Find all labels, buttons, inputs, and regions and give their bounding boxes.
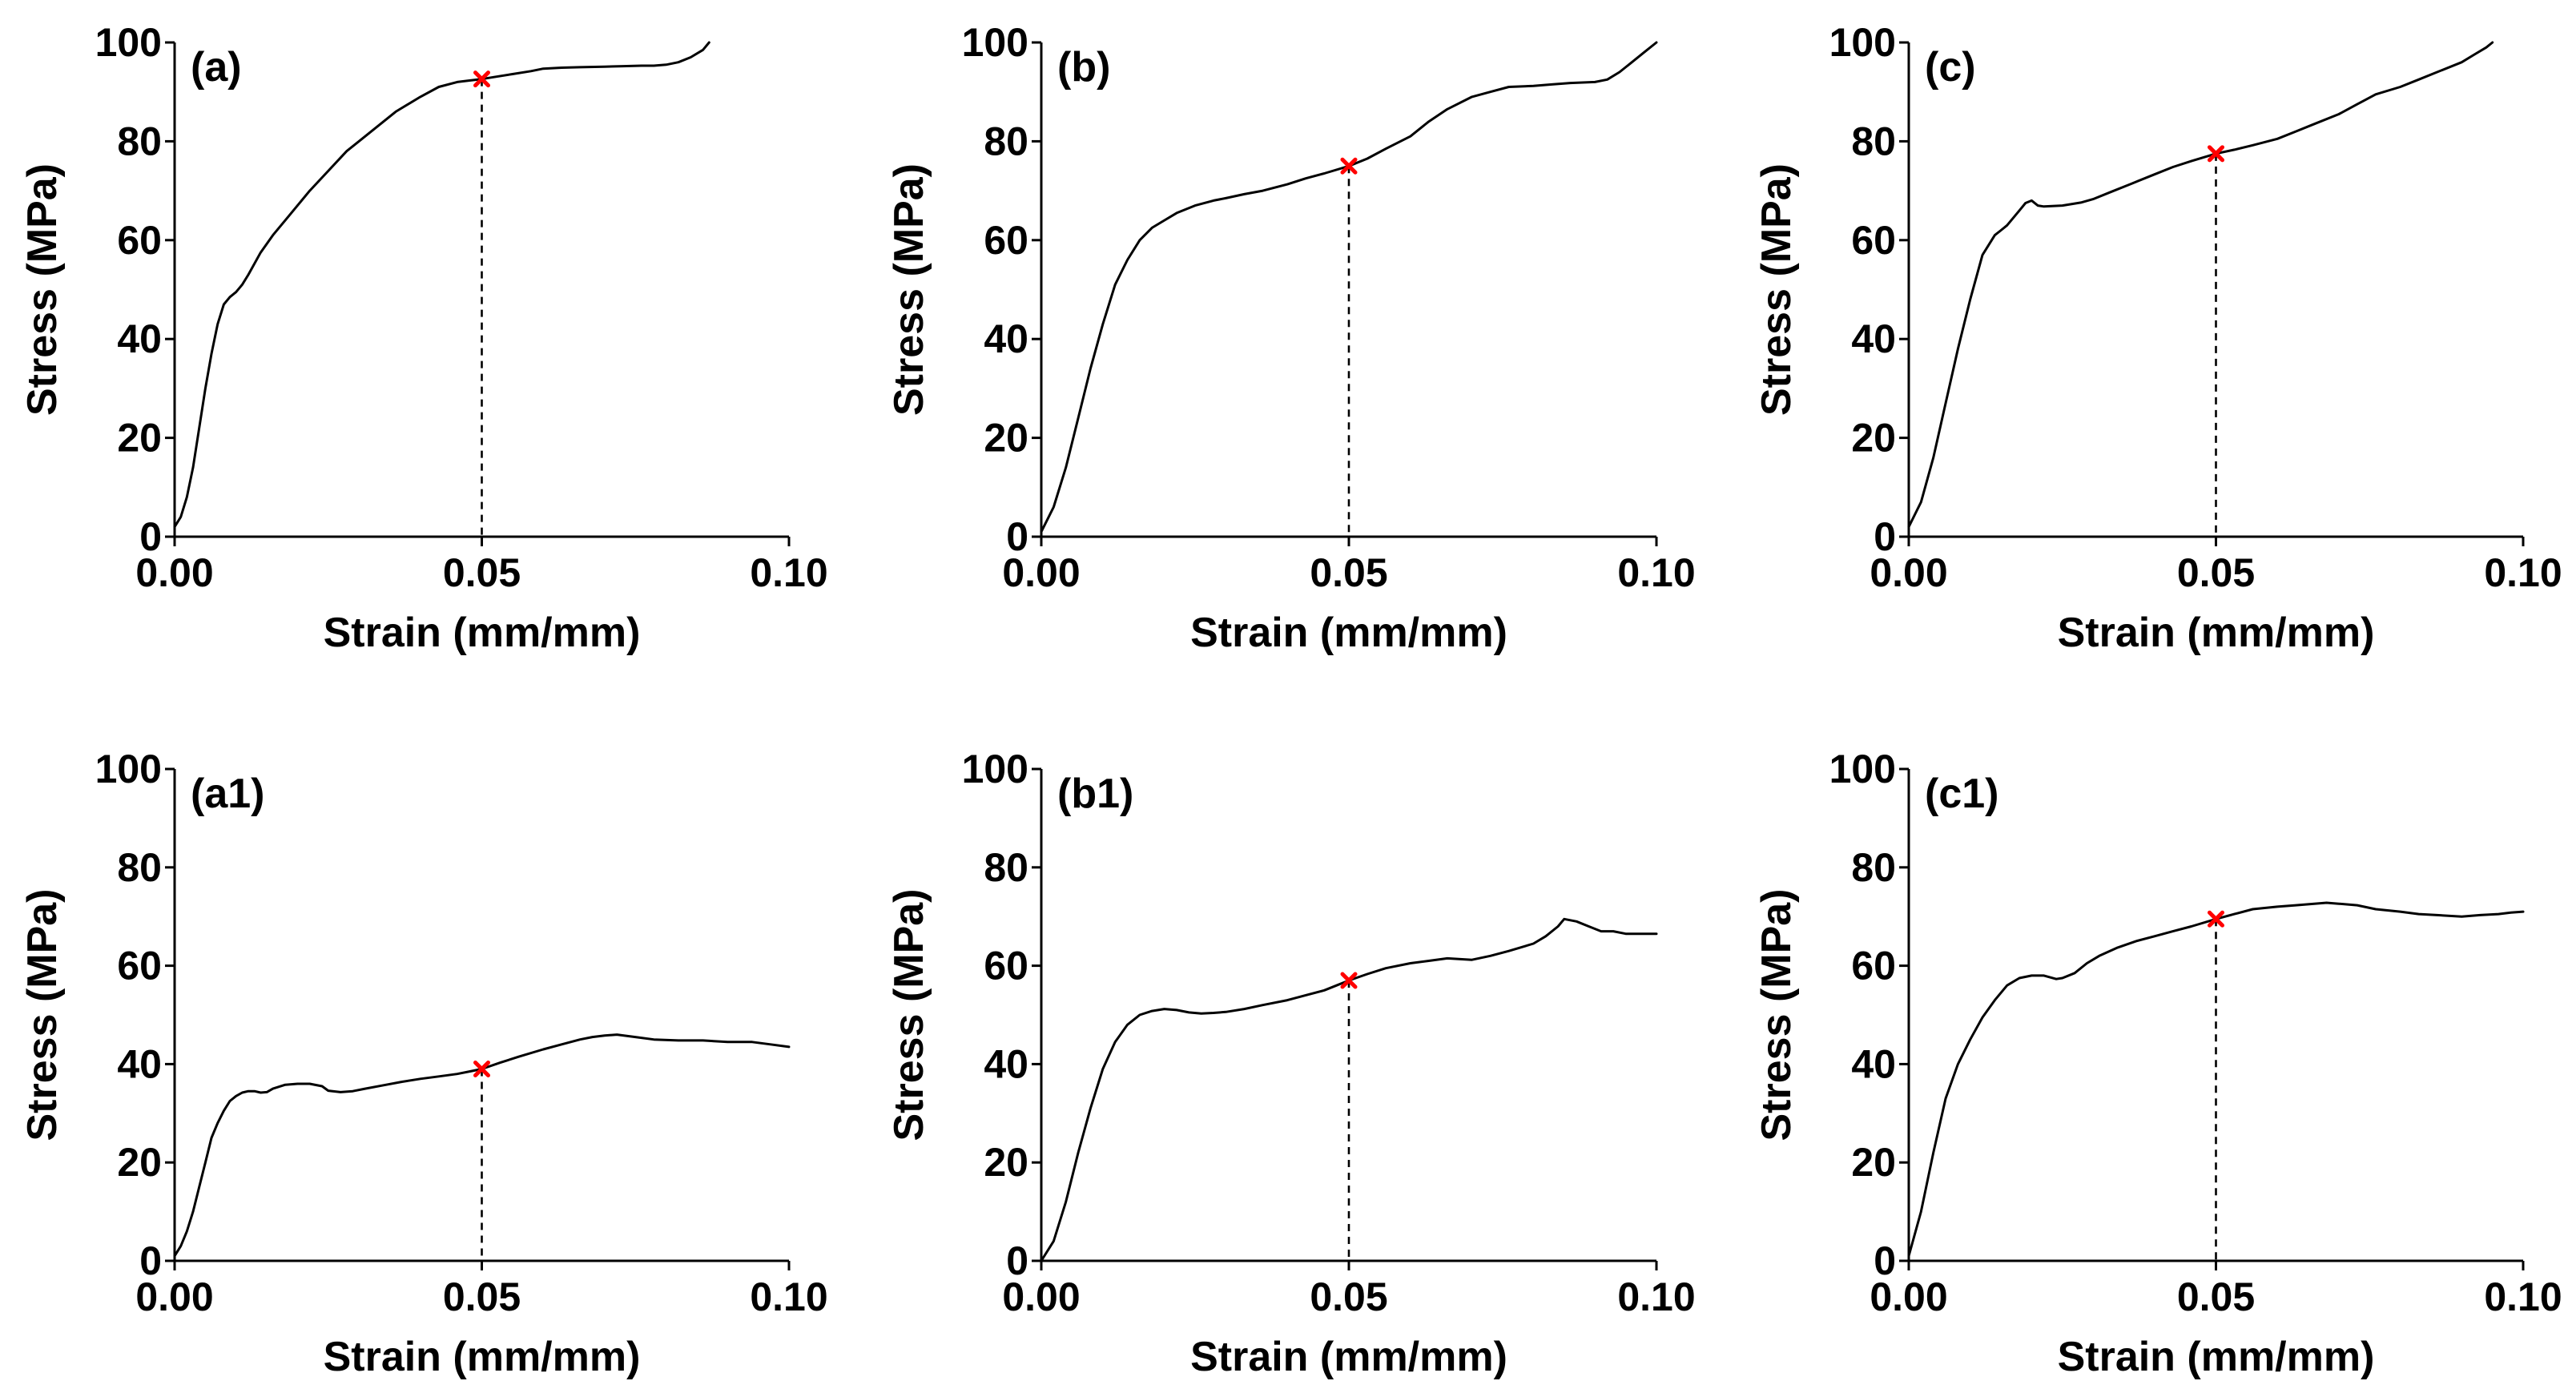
y-axis-title: Stress (MPa) — [19, 163, 66, 416]
y-tick-label: 80 — [1851, 845, 1896, 890]
y-tick-label: 0 — [139, 514, 162, 559]
x-axis-title: Strain (mm/mm) — [324, 1334, 641, 1380]
y-tick-label: 40 — [1851, 316, 1896, 361]
x-tick-label: 0.00 — [1870, 550, 1947, 595]
y-tick-label: 60 — [1851, 944, 1896, 988]
y-axis-title: Stress (MPa) — [886, 163, 932, 416]
x-axis-title: Strain (mm/mm) — [2058, 1334, 2375, 1380]
cross-marker-stroke — [2208, 910, 2224, 928]
y-axis-title: Stress (MPa) — [886, 889, 932, 1141]
y-tick-label: 100 — [95, 747, 162, 791]
y-tick-label: 40 — [1851, 1041, 1896, 1086]
y-axis-title: Stress (MPa) — [19, 889, 66, 1141]
panel-label: (a) — [191, 44, 242, 91]
x-tick-label: 0.05 — [443, 1274, 521, 1319]
x-axis-title: Strain (mm/mm) — [1190, 610, 1507, 656]
panel-3: 0 20 40 60 80 100 0.00 0.05 0.10 Strain (mm/mm) St… — [1753, 20, 2562, 656]
y-tick-label: 100 — [1829, 20, 1896, 65]
panel-label: (c) — [1925, 44, 1976, 91]
cross-marker-stroke — [2208, 145, 2224, 163]
panel-5: 0 20 40 60 80 100 0.00 0.05 0.10 Strain (mm/mm) St… — [886, 747, 1696, 1380]
panel-label: (b1) — [1057, 771, 1133, 817]
panel-6: 0 20 40 60 80 100 0.00 0.05 0.10 Strain (mm/mm) St… — [1753, 747, 2562, 1380]
y-tick-label: 80 — [984, 119, 1028, 163]
x-tick-label: 0.10 — [750, 550, 827, 595]
y-tick-label: 0 — [139, 1238, 162, 1283]
y-tick-label: 80 — [117, 845, 162, 890]
panel-label: (a1) — [191, 771, 264, 817]
y-tick-label: 100 — [962, 747, 1028, 791]
y-tick-label: 20 — [1851, 1140, 1896, 1185]
x-axis-title: Strain (mm/mm) — [1190, 1334, 1507, 1380]
stress-strain-curve — [1040, 41, 1658, 533]
cross-marker — [2208, 910, 2224, 928]
cross-marker — [2208, 145, 2224, 163]
panel-1: 0 20 40 60 80 100 0.00 0.05 0.10 Strain (mm/mm) St… — [19, 20, 828, 656]
x-tick-label: 0.10 — [1617, 550, 1695, 595]
cross-marker — [1340, 972, 1358, 989]
y-tick-label: 0 — [1874, 1238, 1896, 1283]
y-tick-label: 20 — [117, 1140, 162, 1185]
x-axis-title: Strain (mm/mm) — [324, 610, 641, 656]
y-tick-label: 60 — [984, 218, 1028, 263]
x-axis-title: Strain (mm/mm) — [2058, 610, 2375, 656]
y-tick-label: 20 — [1851, 416, 1896, 461]
x-tick-label: 0.00 — [1002, 550, 1080, 595]
y-tick-label: 40 — [117, 316, 162, 361]
stress-strain-curve — [173, 1033, 791, 1258]
stress-strain-curve — [1907, 41, 2494, 529]
x-tick-label: 0.05 — [2177, 1274, 2255, 1319]
y-tick-label: 60 — [984, 944, 1028, 988]
panel-4: 0 20 40 60 80 100 0.00 0.05 0.10 Strain (mm/mm) St… — [19, 747, 828, 1380]
y-tick-label: 40 — [117, 1041, 162, 1086]
panel-label: (c1) — [1925, 771, 1998, 817]
y-tick-label: 60 — [117, 944, 162, 988]
y-tick-label: 0 — [1874, 514, 1896, 559]
cross-marker-stroke — [473, 1061, 490, 1078]
stress-strain-curve — [1040, 917, 1658, 1262]
x-tick-label: 0.00 — [135, 550, 213, 595]
panel-label: (b) — [1057, 44, 1110, 91]
x-tick-label: 0.10 — [1617, 1274, 1695, 1319]
y-tick-label: 20 — [984, 416, 1028, 461]
cross-marker-stroke — [473, 70, 490, 88]
cross-marker — [473, 70, 490, 88]
cross-marker — [1340, 157, 1358, 175]
x-tick-label: 0.00 — [1002, 1274, 1080, 1319]
y-tick-label: 80 — [117, 119, 162, 163]
cross-marker-stroke — [1340, 972, 1358, 989]
y-tick-label: 80 — [1851, 119, 1896, 163]
y-tick-label: 20 — [117, 416, 162, 461]
x-tick-label: 0.05 — [443, 550, 521, 595]
x-tick-label: 0.00 — [1870, 1274, 1947, 1319]
x-tick-label: 0.05 — [1310, 550, 1387, 595]
y-tick-label: 40 — [984, 1041, 1028, 1086]
y-tick-label: 100 — [95, 20, 162, 65]
y-tick-label: 0 — [1006, 514, 1028, 559]
y-axis-title: Stress (MPa) — [1753, 163, 1800, 416]
x-tick-label: 0.05 — [2177, 550, 2255, 595]
y-tick-label: 100 — [962, 20, 1028, 65]
x-tick-label: 0.10 — [2484, 550, 2562, 595]
y-axis-title: Stress (MPa) — [1753, 889, 1800, 1141]
y-tick-label: 80 — [984, 845, 1028, 890]
x-tick-label: 0.10 — [2484, 1274, 2562, 1319]
panel-2: 0 20 40 60 80 100 0.00 0.05 0.10 Strain (mm/mm) St… — [886, 20, 1696, 656]
x-tick-label: 0.00 — [135, 1274, 213, 1319]
y-tick-label: 0 — [1006, 1238, 1028, 1283]
stress-strain-curve — [1907, 901, 2525, 1258]
y-tick-label: 60 — [1851, 218, 1896, 263]
y-tick-label: 20 — [984, 1140, 1028, 1185]
y-tick-label: 60 — [117, 218, 162, 263]
cross-marker — [473, 1061, 490, 1078]
y-tick-label: 100 — [1829, 747, 1896, 791]
x-tick-label: 0.05 — [1310, 1274, 1387, 1319]
cross-marker-stroke — [1340, 157, 1358, 175]
stress-strain-curve — [173, 41, 710, 529]
x-tick-label: 0.10 — [750, 1274, 827, 1319]
y-tick-label: 40 — [984, 316, 1028, 361]
